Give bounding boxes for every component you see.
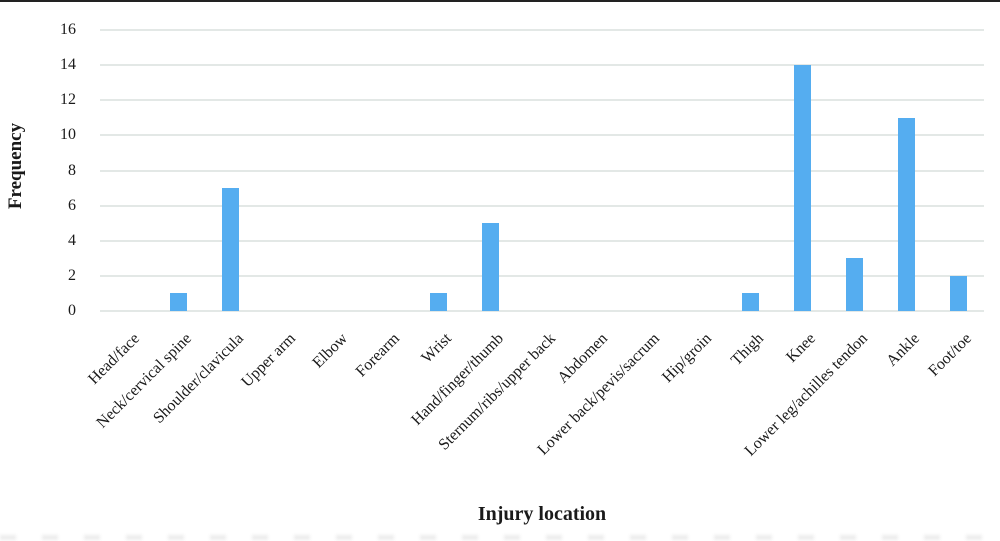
x-category-label: Hand/finger/thumb xyxy=(408,330,508,429)
bar-wrist xyxy=(429,293,447,311)
y-tick-label: 14 xyxy=(60,56,76,74)
gridline xyxy=(100,134,984,137)
cropped-caption-artifact xyxy=(0,535,1000,540)
x-category-label: Upper arm xyxy=(238,330,300,391)
gridline xyxy=(100,29,984,31)
y-tick-label: 12 xyxy=(60,91,76,109)
gridline xyxy=(100,169,984,172)
bar-shoulder-clavicula xyxy=(221,188,239,311)
x-category-label: Sternum/ribs/upper back xyxy=(435,330,560,454)
gridline xyxy=(100,64,984,67)
y-tick-label: 8 xyxy=(68,161,76,179)
y-tick-label: 10 xyxy=(60,126,76,144)
plot-area xyxy=(100,29,984,312)
x-category-label: Forearm xyxy=(352,330,404,381)
x-category-label: Thigh xyxy=(727,330,768,370)
y-tick-label: 16 xyxy=(60,21,76,38)
bar-neck-cervical-spine xyxy=(169,293,187,311)
x-category-label: Neck/cervical spine xyxy=(93,330,196,432)
bar-thigh xyxy=(741,293,759,311)
gridline xyxy=(100,99,984,102)
gridline xyxy=(100,239,984,242)
bar-lower-leg-achilles-tendon xyxy=(845,258,863,311)
bar-hand-finger-thumb xyxy=(481,223,499,311)
x-category-label: Shoulder/clavicula xyxy=(150,330,248,427)
y-tick-label: 0 xyxy=(68,302,76,319)
gridline xyxy=(100,310,984,312)
x-category-label: Lower leg/achilles tendon xyxy=(741,330,872,460)
bar-foot-toe xyxy=(949,275,967,311)
x-category-label: Foot/toe xyxy=(925,330,976,380)
x-axis-title: Injury location xyxy=(477,503,607,525)
gridline xyxy=(100,204,984,207)
y-tick-label: 4 xyxy=(68,231,76,249)
y-tick-label: 6 xyxy=(68,196,76,214)
y-tick-label: 2 xyxy=(68,266,76,284)
bar-ankle xyxy=(897,117,915,311)
bar-knee xyxy=(793,65,811,311)
x-category-label: Ankle xyxy=(883,330,924,370)
x-category-label: Wrist xyxy=(418,330,456,367)
figure-top-border xyxy=(0,0,1000,2)
x-category-label: Hip/groin xyxy=(659,330,716,387)
x-category-label: Lower back/pevis/sacrum xyxy=(534,330,664,459)
x-category-label: Knee xyxy=(783,330,820,366)
x-category-label: Elbow xyxy=(309,330,352,372)
gridline xyxy=(100,274,984,277)
x-category-label: Abdomen xyxy=(554,330,612,387)
